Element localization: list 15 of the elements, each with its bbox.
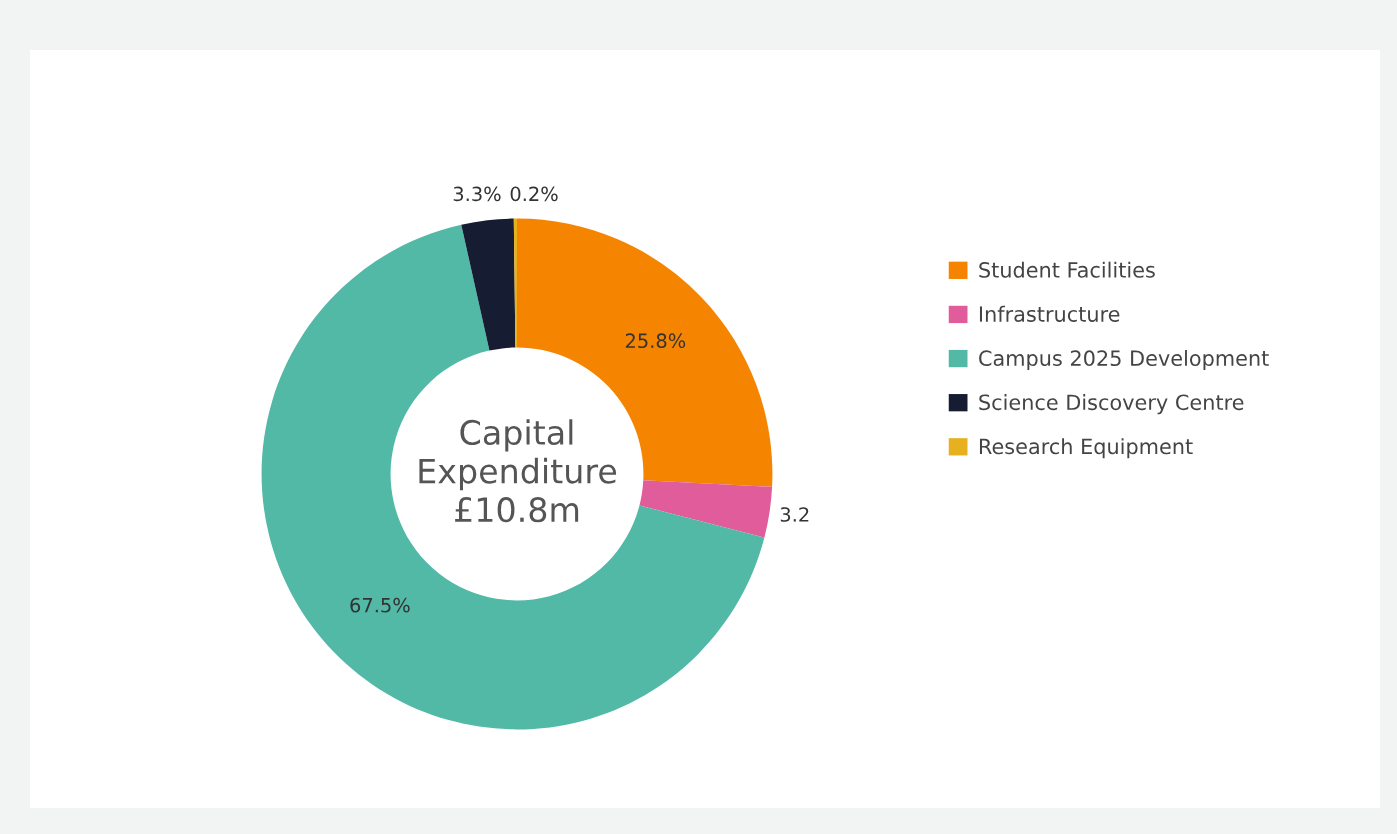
data-label: 67.5%: [350, 597, 410, 613]
donut-slice: [261, 224, 765, 730]
donut-slice: [513, 218, 517, 348]
legend-label: Research Equipment: [979, 438, 1193, 459]
data-label: 3.2: [780, 507, 809, 522]
donut-slice: [461, 218, 516, 351]
data-label: 25.8%: [625, 333, 686, 349]
data-label: 3.3%: [453, 186, 501, 202]
data-label: 0.2%: [510, 186, 558, 202]
donut-slice: [639, 480, 773, 538]
legend-label: Student Facilities: [979, 261, 1155, 278]
legend-label: Campus 2025 Development: [979, 349, 1269, 371]
legend-label: Science Discovery Centre: [979, 394, 1244, 415]
legend-label: Infrastructure: [979, 305, 1120, 322]
text: Capital Expenditure £10.8m: [419, 419, 617, 523]
